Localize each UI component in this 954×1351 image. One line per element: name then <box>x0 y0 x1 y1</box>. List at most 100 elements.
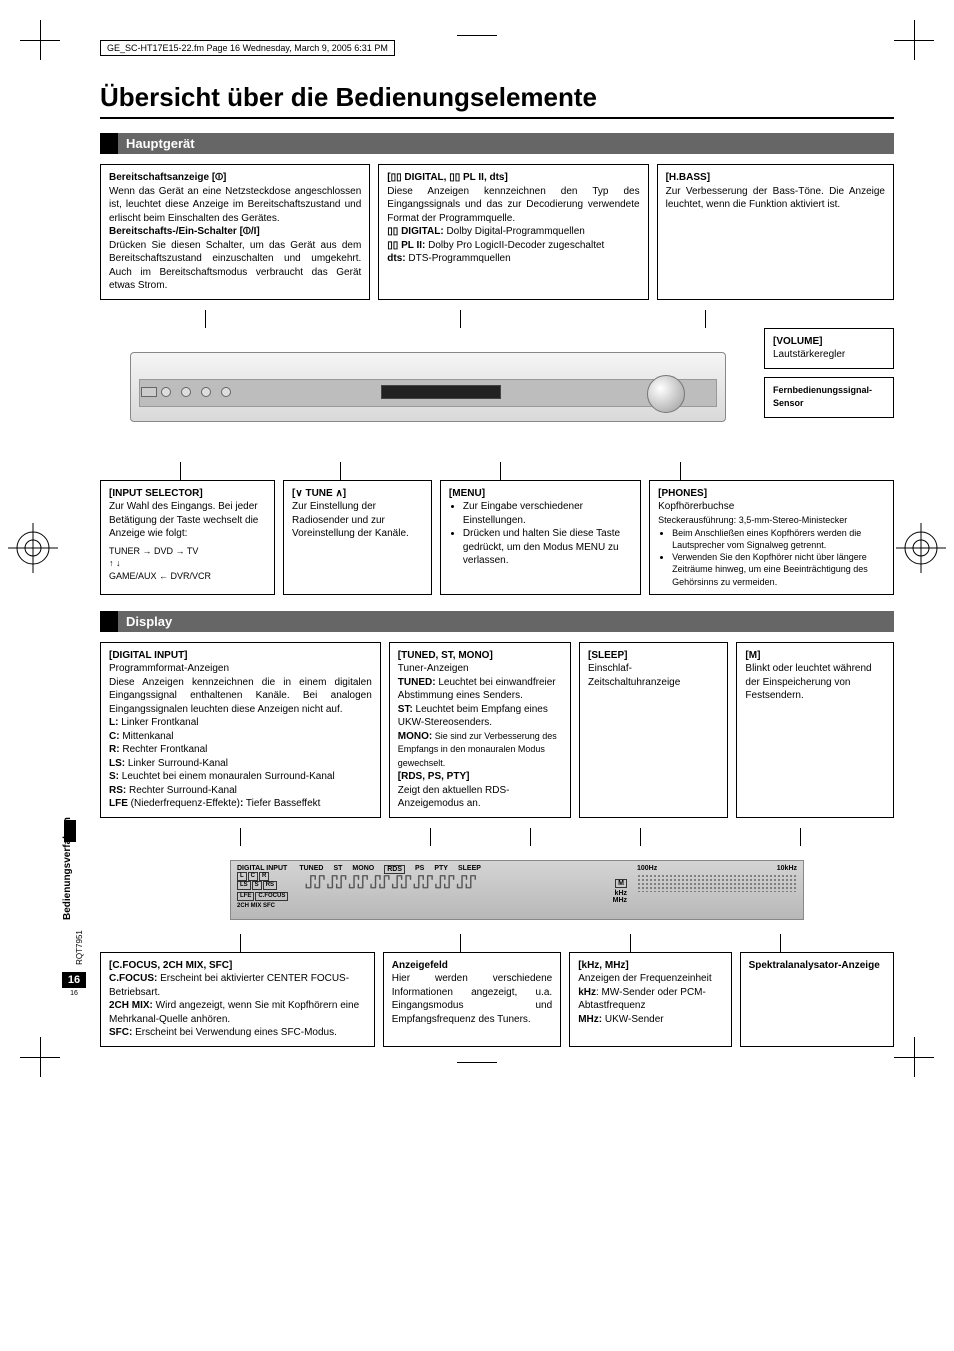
sleep-text: Einschlaf-Zeitschaltuhranzeige <box>588 663 680 688</box>
box-tune: [∨ TUNE ∧] Zur Einstellung der Radiosend… <box>283 480 432 595</box>
cf-b1: 2CH MIX: <box>109 1000 153 1011</box>
di-ls-a: LS: <box>109 758 125 769</box>
dp-tags-row1: LCR <box>237 872 289 881</box>
di-lfe-b: (Niederfrequenz-Effekte) <box>128 798 240 809</box>
section-display: Display <box>100 611 894 632</box>
tune-heading: [∨ TUNE ∧] <box>292 488 346 499</box>
input-text: Zur Wahl des Eingangs. Bei jeder Betätig… <box>109 501 258 539</box>
tuned-heading: [TUNED, ST, MONO] <box>398 650 493 661</box>
anzeige-heading: Anzeigefeld <box>392 960 448 971</box>
menu-bullet-1: Zur Eingabe verschiedener Einstellungen. <box>463 500 632 527</box>
file-tag: GE_SC-HT17E15-22.fm Page 16 Wednesday, M… <box>100 40 395 56</box>
box-digital-input: [DIGITAL INPUT] Programmformat-Anzeigen … <box>100 642 381 818</box>
dp-khz: kHz <box>615 890 627 897</box>
tuned-sb: Leuchtet beim Empfang eines UKW-Stereose… <box>398 704 548 729</box>
box-remote-sensor: Fernbedienungssignal-Sensor <box>764 377 894 418</box>
m-heading: [M] <box>745 650 760 661</box>
display-panel-illustration: DIGITAL INPUT LCR LSSRS LFEC.FOCUS 2CH M… <box>230 860 804 920</box>
spectrum-heading: Spektralanalysator-Anzeige <box>749 960 880 971</box>
box-khzmhz: [kHz, MHz] Anzeigen der Frequenzeinheit … <box>569 952 731 1047</box>
volume-knob-icon <box>647 375 685 413</box>
digital-l1b: Dolby Digital-Programmquellen <box>444 226 585 237</box>
digital-l3a: dts: <box>387 253 405 264</box>
box-input-selector: [INPUT SELECTOR] Zur Wahl des Eingangs. … <box>100 480 275 595</box>
hbass-heading: [H.BASS] <box>666 172 710 183</box>
di-c-a: C: <box>109 731 120 742</box>
dp-hz-lo: 100Hz <box>637 865 657 872</box>
dp-hz-hi: 10kHz <box>777 865 797 872</box>
box-cfocus: [C.FOCUS, 2CH MIX, SFC] C.FOCUS: Erschei… <box>100 952 375 1047</box>
cf-c1: SFC: <box>109 1027 132 1038</box>
di-r-a: R: <box>109 744 120 755</box>
khzmhz-p1: Anzeigen der Frequenzeinheit <box>578 973 711 984</box>
menu-heading: [MENU] <box>449 488 485 499</box>
page-sub: 16 <box>62 990 86 997</box>
m-text: Blinkt oder leuchtet während der Einspei… <box>745 663 871 701</box>
khzmhz-heading: [kHz, MHz] <box>578 960 629 971</box>
di-lfe-d: Tiefer Basseffekt <box>243 798 320 809</box>
rds-heading: [RDS, PS, PTY] <box>398 771 470 782</box>
sleep-heading: [SLEEP] <box>588 650 627 661</box>
digital-l2b: Dolby Pro LogicII-Decoder zugeschaltet <box>425 240 604 251</box>
hbass-text: Zur Verbesserung der Bass-Töne. Die Anze… <box>666 186 885 211</box>
input-cycle: TUNER → DVD → TV ↑ ↓ GAME/AUX ← DVR/VCR <box>109 545 266 583</box>
phones-text1: Kopfhörerbuchse <box>658 501 734 512</box>
page-title: Übersicht über die Bedienungselemente <box>100 82 894 119</box>
dp-tags-row2: LSSRS <box>237 881 289 890</box>
phones-bullet-2: Verwenden Sie den Kopfhörer nicht über l… <box>672 551 885 587</box>
km-a1: kHz <box>578 987 596 998</box>
phones-text2: Steckerausführung: 3,5-mm-Stereo-Ministe… <box>658 515 847 525</box>
digital-heading: [▯▯ DIGITAL, ▯▯ PL II, dts] <box>387 172 508 183</box>
km-b2: UKW-Sender <box>602 1014 664 1025</box>
box-tuned: [TUNED, ST, MONO] Tuner-Anzeigen TUNED: … <box>389 642 571 818</box>
cfocus-heading: [C.FOCUS, 2CH MIX, SFC] <box>109 960 232 971</box>
standby-heading1: Bereitschaftsanzeige [⏼] <box>109 172 226 183</box>
box-anzeigefeld: Anzeigefeld Hier werden verschiedene Inf… <box>383 952 561 1047</box>
input-heading: [INPUT SELECTOR] <box>109 488 203 499</box>
side-label: Bedienungsverfahren <box>62 817 73 920</box>
rds-text: Zeigt den aktuellen RDS-Anzeigemodus an. <box>398 785 510 810</box>
registration-mark-left <box>8 523 58 573</box>
diginput-p1: Programmformat-Anzeigen <box>109 663 229 674</box>
standby-heading2: Bereitschafts-/Ein-Schalter [⏼/I] <box>109 226 260 237</box>
box-menu: [MENU] Zur Eingabe verschiedener Einstel… <box>440 480 641 595</box>
tuned-p1: Tuner-Anzeigen <box>398 663 469 674</box>
di-lfe-a: LFE <box>109 798 128 809</box>
standby-text2: Drücken Sie diesen Schalter, um das Gerä… <box>109 240 361 292</box>
menu-bullet-2: Drücken und halten Sie diese Taste gedrü… <box>463 527 632 568</box>
tuned-sa: ST: <box>398 704 413 715</box>
volume-text: Lautstärkeregler <box>773 349 845 360</box>
dp-segments: ⑀⑀⑀⑀⑀⑀ ⑀⑀⑀⑀⑀⑀ ⑀⑀⑀⑀ <box>305 874 602 892</box>
box-digital: [▯▯ DIGITAL, ▯▯ PL II, dts] Diese Anzeig… <box>378 164 648 300</box>
dp-bottom: 2CH MIX SFC <box>237 903 289 909</box>
di-l-b: Linker Frontkanal <box>118 717 198 728</box>
dp-mhz: MHz <box>613 897 627 904</box>
box-phones: [PHONES] Kopfhörerbuchse Steckerausführu… <box>649 480 894 595</box>
tuned-ma: MONO: <box>398 731 432 742</box>
dp-tags-row3: LFEC.FOCUS <box>237 892 289 901</box>
tuned-ta: TUNED: <box>398 677 436 688</box>
km-b1: MHz: <box>578 1014 602 1025</box>
di-s-a: S: <box>109 771 119 782</box>
cf-a1: C.FOCUS: <box>109 973 157 984</box>
page-number: 16 <box>62 972 86 988</box>
device-illustration <box>130 352 726 422</box>
box-standby: Bereitschaftsanzeige [⏼] Wenn das Gerät … <box>100 164 370 300</box>
digital-l1a: ▯▯ DIGITAL: <box>387 226 443 237</box>
di-rs-b: Rechter Surround-Kanal <box>126 785 237 796</box>
digital-text: Diese Anzeigen kennzeichnen den Typ des … <box>387 186 639 224</box>
box-sleep: [SLEEP] Einschlaf-Zeitschaltuhranzeige <box>579 642 728 818</box>
di-s-b: Leuchtet bei einem monauralen Surround-K… <box>119 771 335 782</box>
diginput-p2: Diese Anzeigen kennzeichnen die in einem… <box>109 677 372 715</box>
page-badge: RQT7951 16 16 <box>62 941 86 997</box>
di-rs-a: RS: <box>109 785 126 796</box>
digital-l2a: ▯▯ PL II: <box>387 240 425 251</box>
digital-l3b: DTS-Programmquellen <box>406 253 511 264</box>
standby-text1: Wenn das Gerät an eine Netzsteckdose ang… <box>109 186 361 224</box>
anzeige-text: Hier werden verschiedene Informationen a… <box>392 973 552 1025</box>
di-ls-b: Linker Surround-Kanal <box>125 758 228 769</box>
dp-spectrum-dots <box>637 874 797 892</box>
phones-heading: [PHONES] <box>658 488 707 499</box>
cf-c2: Erscheint bei Verwendung eines SFC-Modus… <box>132 1027 337 1038</box>
volume-heading: [VOLUME] <box>773 336 822 347</box>
